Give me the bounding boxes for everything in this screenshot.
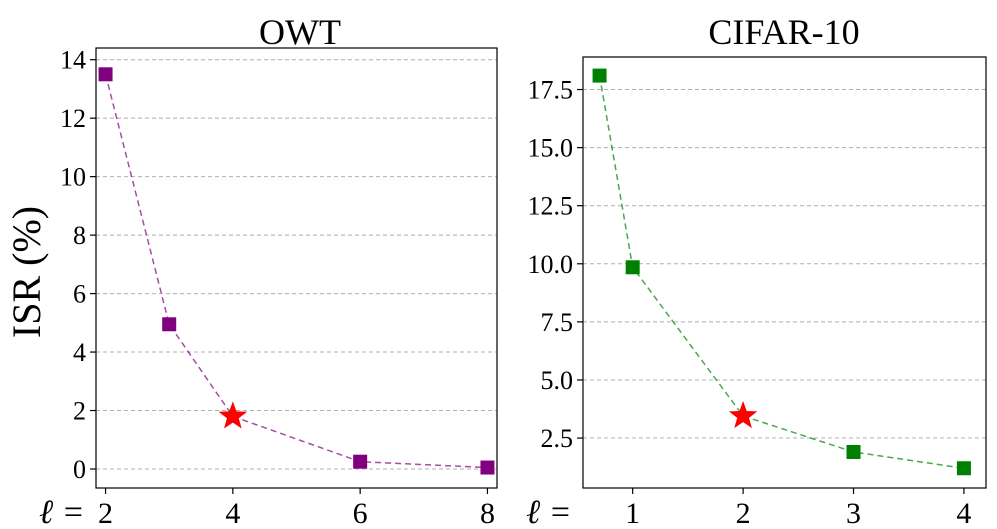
y-tick-label: 0 (73, 455, 86, 484)
x-tick-label: 8 (480, 497, 495, 529)
x-tick-label: 3 (846, 497, 861, 529)
y-tick-label: 6 (73, 280, 86, 309)
y-tick-label: 14 (60, 46, 86, 75)
y-tick-label: 10.0 (528, 250, 574, 279)
data-point (480, 460, 495, 475)
data-point (162, 317, 177, 332)
highlight-star-marker (218, 401, 248, 429)
y-tick-label: 8 (73, 221, 86, 250)
chart-title: OWT (259, 12, 341, 52)
x-tick-label: 6 (353, 497, 368, 529)
x-axis-prefix: ℓ = (526, 494, 572, 529)
y-tick-label: 4 (73, 338, 86, 367)
y-tick-label: 2.5 (541, 424, 574, 453)
series-line (104, 74, 488, 469)
x-tick-label: 4 (225, 497, 240, 529)
plot-frame (582, 56, 987, 489)
data-point (353, 454, 368, 469)
y-tick-label: 17.5 (528, 76, 574, 105)
series-line (598, 75, 965, 469)
data-point (592, 68, 607, 83)
data-point (98, 67, 113, 82)
x-tick-label: 4 (956, 497, 971, 529)
y-tick-label: 10 (60, 163, 86, 192)
chart-title: CIFAR-10 (708, 12, 859, 52)
y-tick-label: 2 (73, 397, 86, 426)
y-tick-label: 12.5 (528, 192, 574, 221)
data-point (846, 444, 861, 459)
data-point (956, 461, 971, 476)
y-tick-label: 12 (60, 104, 86, 133)
y-axis-label: ISR (%) (4, 206, 49, 338)
y-tick-label: 15.0 (528, 134, 574, 163)
y-tick-label: 7.5 (541, 308, 574, 337)
chart-cifar10: CIFAR-10 2.5 5.0 7.5 10.0 12.5 15.0 17.5 1 2 3 4 ℓ = (526, 12, 987, 529)
highlight-star-marker (728, 400, 758, 429)
data-point (625, 260, 640, 275)
x-tick-label: 2 (98, 497, 113, 529)
x-tick-label: 1 (625, 497, 640, 529)
x-tick-label: 2 (736, 497, 751, 529)
x-axis-prefix: ℓ = (39, 494, 85, 529)
y-tick-label: 5.0 (541, 366, 574, 395)
plot-frame (95, 47, 498, 489)
